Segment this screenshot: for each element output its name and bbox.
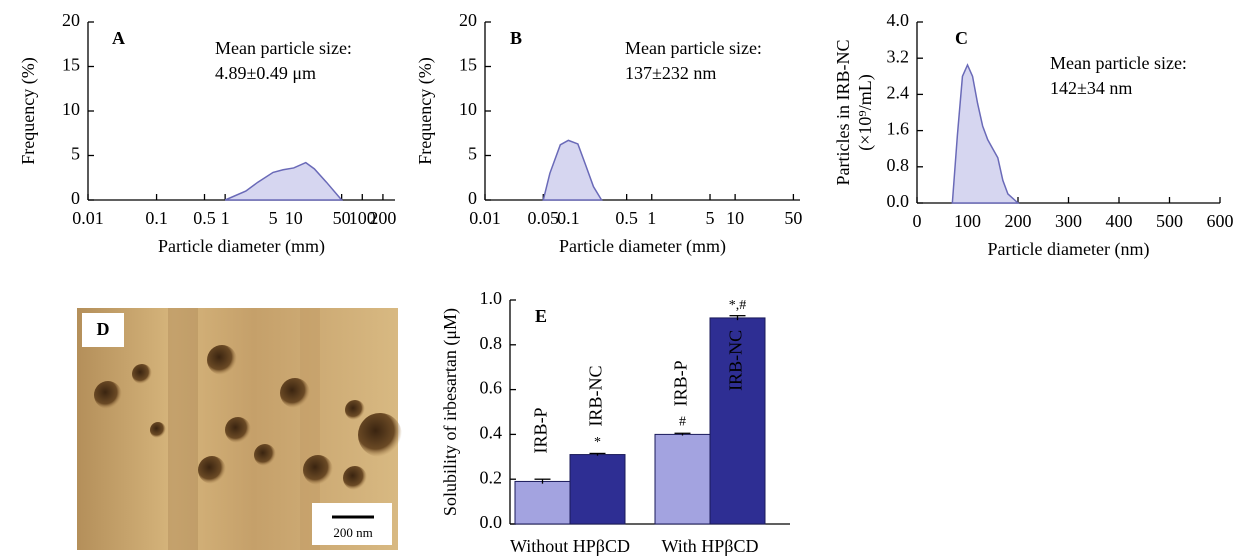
annotation: Mean particle size:: [625, 38, 762, 58]
x-tick-label: 200: [369, 208, 396, 228]
y-tick-label: 5: [71, 144, 80, 164]
bar: [514, 480, 571, 525]
panel-label: C: [955, 28, 968, 48]
annotation: Mean particle size:: [1050, 53, 1187, 73]
y-axis-label: Frequency (%): [415, 57, 436, 164]
x-tick-label: 500: [1156, 211, 1183, 231]
y-tick-label: 10: [459, 99, 477, 119]
x-tick-label: 50: [333, 208, 351, 228]
x-tick-label: 0.01: [469, 208, 501, 228]
panel-label: B: [510, 28, 522, 48]
x-tick-label: 1: [221, 208, 230, 228]
x-tick-label: 0.5: [193, 208, 216, 228]
area: [951, 63, 1020, 204]
y-tick-label: 0.8: [887, 155, 910, 175]
x-axis-label: Particle diameter (mm): [559, 236, 726, 257]
annotation: 142±34 nm: [1050, 78, 1132, 98]
bar: [709, 317, 766, 525]
y-tick-label: 3.2: [887, 46, 910, 66]
y-tick-label: 20: [459, 10, 477, 30]
y-tick-label: 0.0: [480, 512, 503, 532]
y-tick-label: 0.6: [480, 378, 503, 398]
y-tick-label: 1.0: [480, 288, 503, 308]
bar: [569, 454, 626, 525]
bar-label: IRB-NC: [726, 330, 746, 391]
scale-bar-label: 200 nm: [333, 525, 372, 540]
significance-mark: #: [679, 415, 686, 430]
y-tick-label: 10: [62, 99, 80, 119]
x-tick-label: 1: [647, 208, 656, 228]
significance-mark: *: [594, 435, 601, 450]
annotation: 137±232 nm: [625, 63, 716, 83]
x-tick-label: 0.01: [72, 208, 104, 228]
area: [542, 139, 603, 201]
area: [224, 161, 344, 201]
x-tick-label: 0.1: [145, 208, 168, 228]
y-tick-label: 2.4: [887, 83, 910, 103]
y-axis-label: Frequency (%): [18, 57, 39, 164]
y-tick-label: 5: [468, 144, 477, 164]
micrograph: D 200 nm: [77, 308, 402, 550]
x-tick-label: 100: [349, 208, 376, 228]
x-axis-label: Particle diameter (mm): [158, 236, 325, 257]
y-tick-label: 15: [62, 55, 80, 75]
x-tick-label: 0: [913, 211, 922, 231]
y-tick-label: 0: [468, 188, 477, 208]
y-axis-label: Solubility of irbesartan (μM): [440, 308, 461, 516]
x-tick-label: Without HPβCD: [510, 536, 630, 556]
bar: [654, 433, 711, 525]
x-tick-label: 400: [1106, 211, 1133, 231]
bar-label: IRB-NC: [586, 366, 606, 427]
y-tick-label: 0.2: [480, 467, 503, 487]
annotation: 4.89±0.49 μm: [215, 63, 316, 83]
x-tick-label: 200: [1005, 211, 1032, 231]
x-tick-label: 0.05: [528, 208, 560, 228]
x-tick-label: 10: [285, 208, 303, 228]
y-tick-label: 0.4: [480, 423, 503, 443]
y-tick-label: 15: [459, 55, 477, 75]
x-tick-label: 5: [706, 208, 715, 228]
x-tick-label: 50: [784, 208, 802, 228]
y-tick-label: 4.0: [887, 10, 910, 30]
annotation: Mean particle size:: [215, 38, 352, 58]
y-axis-label: (×10⁹/mL): [855, 74, 876, 150]
y-axis-label: Particles in IRB-NC: [833, 40, 853, 186]
panel-label: E: [535, 306, 547, 326]
x-tick-label: 10: [726, 208, 744, 228]
x-tick-label: 300: [1055, 211, 1082, 231]
y-tick-label: 0.8: [480, 333, 503, 353]
x-tick-label: 5: [269, 208, 278, 228]
bar-label: IRB-P: [531, 407, 551, 453]
x-tick-label: 0.1: [557, 208, 580, 228]
bar-label: IRB-P: [671, 360, 691, 406]
y-tick-label: 1.6: [887, 119, 910, 139]
panel-label: D: [97, 319, 110, 339]
y-tick-label: 0: [71, 188, 80, 208]
y-tick-label: 0.0: [887, 191, 910, 211]
y-tick-label: 20: [62, 10, 80, 30]
x-axis-label: Particle diameter (nm): [988, 239, 1150, 260]
x-tick-label: With HPβCD: [662, 536, 759, 556]
x-tick-label: 0.5: [615, 208, 638, 228]
significance-mark: *,#: [729, 298, 747, 313]
panel-label: A: [112, 28, 125, 48]
x-tick-label: 100: [954, 211, 981, 231]
x-tick-label: 600: [1207, 211, 1234, 231]
